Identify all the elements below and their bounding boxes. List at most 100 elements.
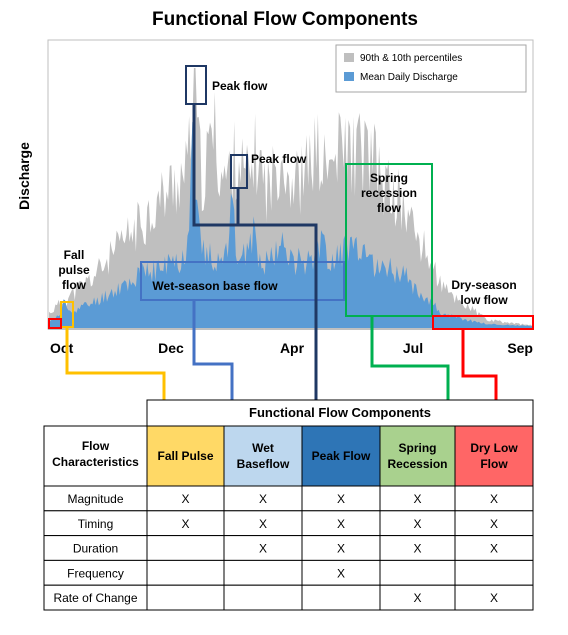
table-cell-mark: X	[337, 542, 345, 556]
table-cell	[454, 535, 534, 561]
table-cell	[223, 535, 303, 561]
column-header-cell	[223, 425, 303, 487]
column-header-label: Recession	[387, 457, 447, 471]
annotation-label-spring: flow	[377, 201, 402, 215]
x-tick-label: Apr	[280, 340, 305, 356]
table-cell	[454, 510, 534, 537]
legend-label: Mean Daily Discharge	[360, 72, 458, 83]
annotation-label-fall: Fall	[64, 248, 85, 262]
column-header-label: Wet	[252, 441, 274, 455]
table-cell-mark: X	[413, 492, 421, 506]
table-cell-mark: X	[259, 517, 267, 531]
column-header-cell	[379, 425, 456, 487]
table-row-label-cell	[43, 535, 148, 561]
legend-label: 90th & 10th percentiles	[360, 53, 462, 64]
table-cell	[379, 535, 456, 561]
fall-connector	[65, 327, 166, 410]
annotation-label-spring: recession	[361, 186, 417, 200]
table-cell	[379, 559, 456, 586]
dry-season-box	[432, 315, 534, 330]
x-tick-label: Jul	[403, 340, 423, 356]
table-cell	[301, 510, 381, 537]
table-row-label: Timing	[78, 517, 114, 531]
legend-swatch	[344, 53, 354, 62]
table-cell	[454, 485, 534, 512]
table-cell-mark: X	[490, 591, 498, 605]
flow-characteristics-table: Functional Flow Components Flow Characteri…	[43, 399, 534, 611]
peak-flow-box-1	[185, 65, 207, 105]
column-header-cell	[146, 425, 225, 487]
table-row-label: Duration	[73, 542, 118, 556]
wet-baseflow-box	[140, 261, 345, 301]
table-cell	[454, 559, 534, 586]
table-row-label: Magnitude	[67, 492, 123, 506]
column-header-label: Baseflow	[237, 457, 290, 471]
row-header-label: Characteristics	[52, 455, 139, 469]
table-cell	[301, 584, 381, 611]
annotation-label-spring: Spring	[370, 171, 408, 185]
annotation-label-fall: flow	[62, 278, 87, 292]
dry-start-box	[48, 318, 62, 329]
table-cell-mark: X	[337, 517, 345, 531]
table-cell-mark: X	[413, 517, 421, 531]
table-cell-mark: X	[259, 542, 267, 556]
table-cell-mark: X	[490, 492, 498, 506]
x-tick-label: Dec	[158, 340, 184, 356]
column-header-cell	[454, 425, 534, 487]
annotation-label-dry: low flow	[460, 293, 508, 307]
table-cell	[146, 584, 225, 611]
spring-connector	[370, 316, 450, 410]
table-group-header-cell	[146, 399, 534, 427]
y-axis-label: Discharge	[16, 142, 32, 210]
column-header-label: Dry Low	[470, 441, 518, 455]
column-header-label: Fall Pulse	[157, 449, 213, 463]
column-header-label: Peak Flow	[312, 449, 371, 463]
table-cell	[454, 584, 534, 611]
table-cell-mark: X	[259, 492, 267, 506]
table-cell-mark: X	[413, 542, 421, 556]
column-header-label: Flow	[480, 457, 508, 471]
chart-title: Functional Flow Components	[152, 9, 418, 30]
annotation-label-peak-2: Peak flow	[251, 152, 307, 166]
x-tick-label: Sep	[507, 340, 533, 356]
table-group-header: Functional Flow Components	[249, 405, 431, 420]
annotation-label-dry: Dry-season	[451, 278, 516, 292]
wet-connector	[192, 300, 234, 410]
column-header-cell	[301, 425, 381, 487]
table-cell	[223, 584, 303, 611]
legend-swatch	[344, 72, 354, 81]
table-cell-mark: X	[413, 591, 421, 605]
table-cell-mark: X	[181, 517, 189, 531]
table-cell	[146, 535, 225, 561]
row-header-label: Flow	[82, 439, 110, 453]
table-cell-mark: X	[337, 566, 345, 580]
annotation-label-fall: pulse	[58, 263, 90, 277]
annotation-label-peak-1: Peak flow	[212, 79, 268, 93]
table-cell	[379, 584, 456, 611]
row-header-cell	[43, 425, 148, 487]
column-header-label: Spring	[399, 441, 437, 455]
spring-recession-box	[345, 163, 433, 317]
x-ticks: Oct Dec Apr Jul Sep	[50, 340, 533, 356]
table-cell-mark: X	[181, 492, 189, 506]
legend: 90th & 10th percentiles Mean Daily Discha…	[335, 44, 527, 93]
table-row-label: Rate of Change	[53, 591, 137, 605]
legend-box	[335, 44, 527, 93]
series-mean-discharge-area	[49, 117, 532, 328]
table-cell-mark: X	[490, 517, 498, 531]
table-cell-mark: X	[337, 492, 345, 506]
x-tick-label: Oct	[50, 340, 74, 356]
table-cell	[223, 510, 303, 537]
table-cell	[223, 485, 303, 512]
table-cell-mark: X	[490, 542, 498, 556]
table-cell	[301, 559, 381, 586]
table-row-label: Frequency	[67, 566, 124, 580]
peak-connector	[192, 104, 318, 410]
table-row-label-cell	[43, 559, 148, 586]
table-cell	[223, 559, 303, 586]
table-cell	[146, 559, 225, 586]
table-cell	[301, 485, 381, 512]
dry-connector	[461, 329, 498, 410]
